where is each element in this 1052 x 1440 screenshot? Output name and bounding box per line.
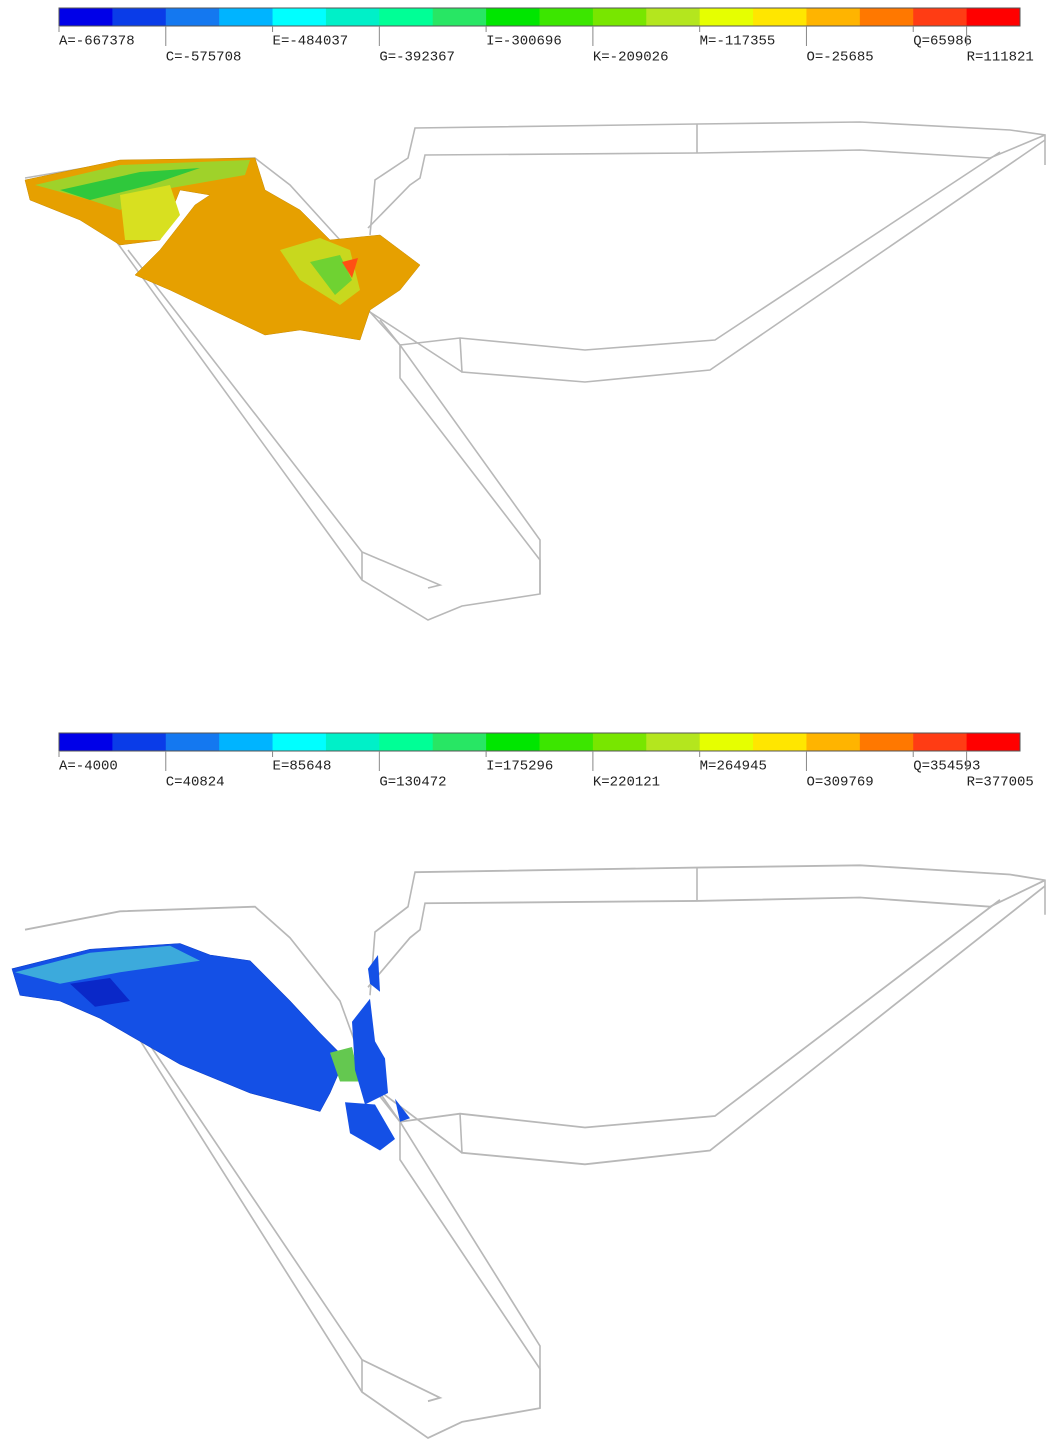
legend-swatch: [967, 8, 1021, 26]
legend-swatch: [646, 733, 700, 751]
legend-label: M=-117355: [700, 34, 776, 50]
legend-label: E=85648: [273, 759, 332, 775]
legend-label: C=40824: [166, 775, 225, 791]
legend-swatch: [540, 8, 594, 26]
legend-swatch: [753, 8, 807, 26]
legend-label: M=264945: [700, 759, 767, 775]
legend-swatch: [326, 8, 380, 26]
legend-label: A=-667378: [59, 34, 135, 50]
legend-label: A=-4000: [59, 759, 118, 775]
legend-label: O=309769: [806, 775, 873, 791]
legend-swatch: [112, 733, 166, 751]
legend-label: Q=65986: [913, 34, 972, 50]
legend-label: K=-209026: [593, 50, 669, 66]
legend-label: C=-575708: [166, 50, 242, 66]
legend-label: I=175296: [486, 759, 553, 775]
legend-swatch: [219, 8, 273, 26]
legend-swatch: [59, 8, 113, 26]
legend-swatch: [433, 8, 487, 26]
legend-swatch: [753, 733, 807, 751]
legend-swatch: [806, 8, 860, 26]
legend-label: R=111821: [967, 50, 1034, 66]
legend-label: K=220121: [593, 775, 660, 791]
legend-swatch: [540, 733, 594, 751]
legend-swatch: [806, 733, 860, 751]
model-top: [25, 122, 1045, 620]
legend-swatch: [379, 733, 433, 751]
model-bottom: [12, 865, 1045, 1438]
legend-label: I=-300696: [486, 34, 562, 50]
legend-swatch: [59, 733, 113, 751]
legend-label: G=130472: [379, 775, 446, 791]
legend-swatch: [379, 8, 433, 26]
legend-label: G=-392367: [379, 50, 455, 66]
legend-swatch: [326, 733, 380, 751]
legend-swatch: [860, 8, 914, 26]
legend-label: Q=354593: [913, 759, 980, 775]
legend-swatch: [593, 8, 647, 26]
legend-label: R=377005: [967, 775, 1034, 791]
legend-swatch: [486, 8, 540, 26]
legend-swatch: [967, 733, 1021, 751]
legend-swatch: [112, 8, 166, 26]
legend-swatch: [700, 8, 754, 26]
legend-swatch: [593, 733, 647, 751]
legend-swatch: [166, 8, 220, 26]
screenshot: A=-667378 C=-575708 E=-484037 G=-392367 I=-3…: [0, 0, 1052, 1440]
legend-swatch: [913, 733, 967, 751]
legend-label: O=-25685: [806, 50, 873, 66]
legend-swatch: [913, 8, 967, 26]
legend-swatch: [646, 8, 700, 26]
legend-swatch: [166, 733, 220, 751]
legend-label: E=-484037: [273, 34, 349, 50]
legend-swatch: [273, 733, 327, 751]
legend-swatch: [219, 733, 273, 751]
legend-swatch: [700, 733, 754, 751]
legend-swatch: [486, 733, 540, 751]
legend-swatch: [273, 8, 327, 26]
legend-swatch: [433, 733, 487, 751]
legend-swatch: [860, 733, 914, 751]
